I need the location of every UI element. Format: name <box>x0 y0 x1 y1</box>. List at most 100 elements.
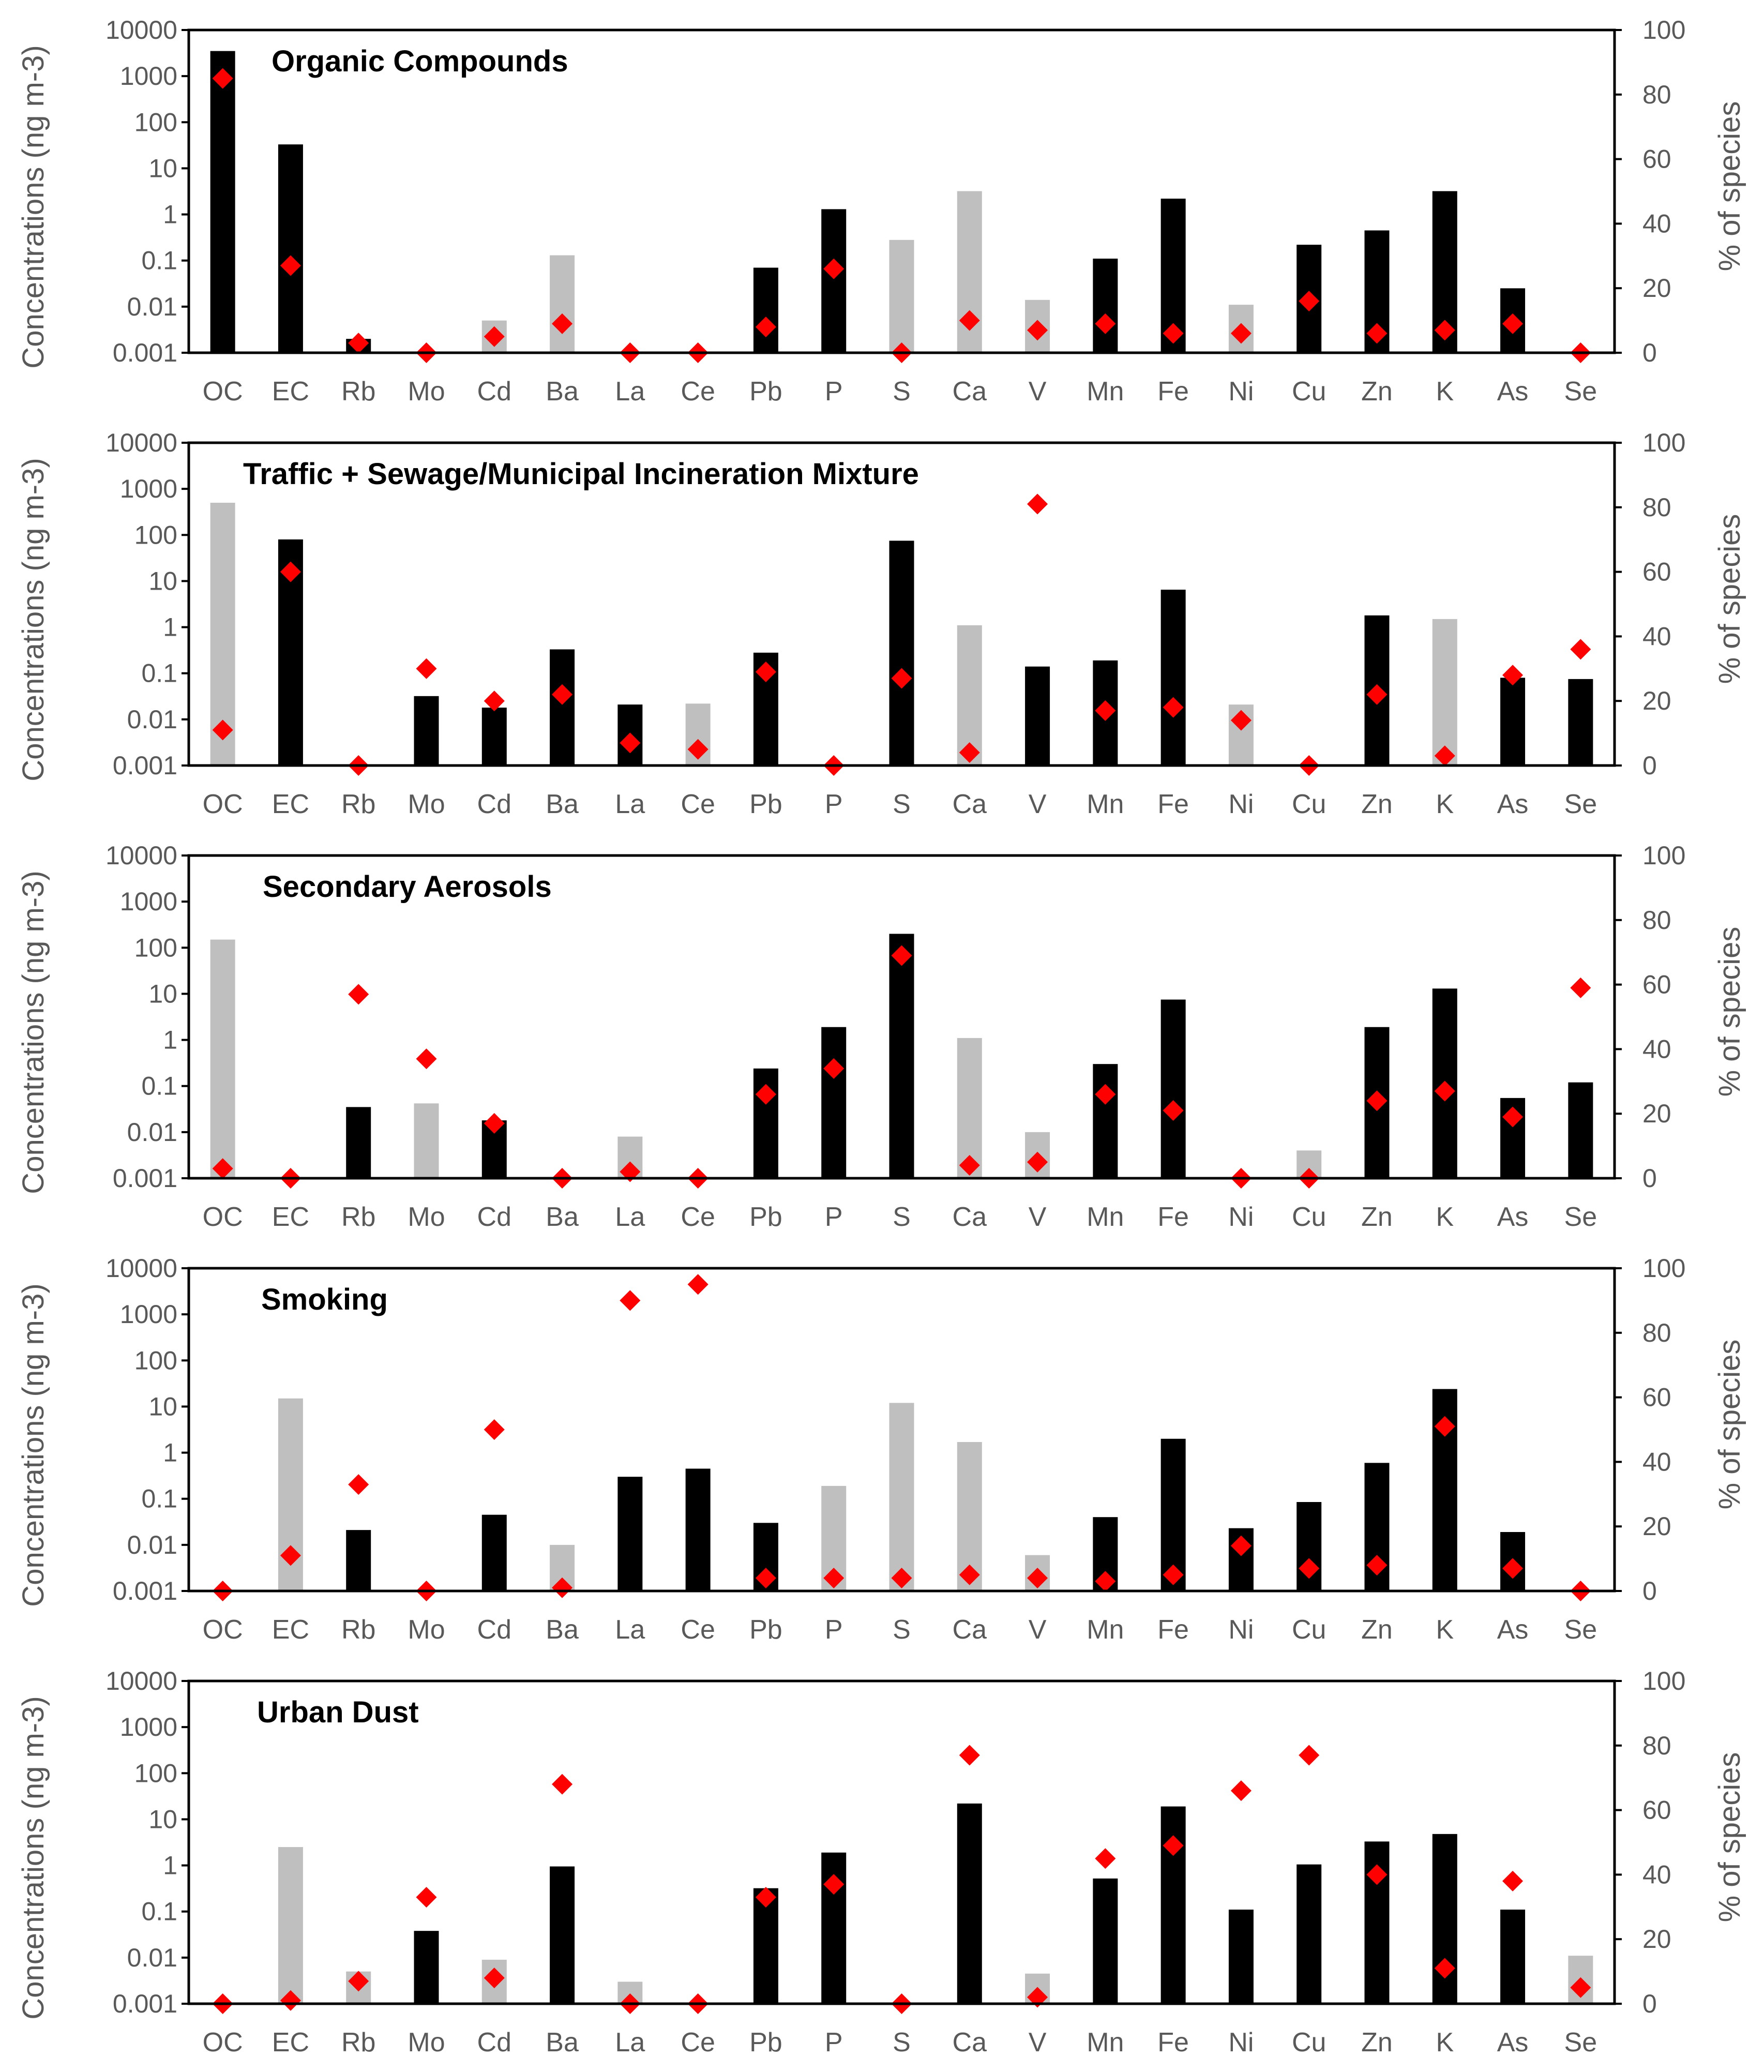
bar-mn <box>1093 1878 1118 2004</box>
category-label-ec: EC <box>272 1615 309 1645</box>
plot-frame <box>187 1679 1616 2005</box>
category-label-la: La <box>615 1202 645 1232</box>
marker-rb <box>348 984 369 1005</box>
plot-frame <box>187 854 1616 1180</box>
category-label-s: S <box>893 2028 911 2058</box>
marker-se <box>1570 977 1591 998</box>
marker-k <box>1434 745 1455 767</box>
bar-p <box>821 209 847 353</box>
left-tick-label: 0.1 <box>141 659 177 688</box>
category-label-s: S <box>893 377 911 407</box>
left-tick-label: 1000 <box>120 1713 177 1741</box>
bar-p <box>821 1027 847 1178</box>
category-label-ec: EC <box>272 1202 309 1232</box>
plot-frame <box>187 441 1616 767</box>
category-label-la: La <box>615 1615 645 1645</box>
category-label-fe: Fe <box>1157 1202 1189 1232</box>
right-tick-label: 40 <box>1642 1034 1671 1063</box>
category-label-oc: OC <box>203 1615 243 1645</box>
marker-fe <box>1163 1835 1184 1856</box>
category-label-cu: Cu <box>1292 789 1326 819</box>
marker-ec <box>280 255 301 276</box>
category-label-v: V <box>1029 789 1047 819</box>
marker-ni <box>1230 323 1252 344</box>
category-label-ca: Ca <box>953 1615 987 1645</box>
bar-k <box>1432 619 1457 765</box>
category-label-mn: Mn <box>1087 2028 1124 2058</box>
marker-se <box>1570 639 1591 660</box>
category-label-rb: Rb <box>341 789 375 819</box>
category-label-zn: Zn <box>1361 1615 1393 1645</box>
bar-ba <box>550 649 575 765</box>
bar-ec <box>278 1847 303 2004</box>
category-label-ni: Ni <box>1228 1202 1254 1232</box>
marker-mn <box>1095 700 1116 721</box>
category-label-zn: Zn <box>1361 377 1393 407</box>
marker-se <box>1570 1977 1591 1998</box>
category-label-pb: Pb <box>749 1202 782 1232</box>
panel-title: Smoking <box>261 1283 388 1316</box>
marker-p <box>823 1058 845 1079</box>
category-label-p: P <box>825 377 843 407</box>
marker-oc <box>212 719 233 741</box>
left-tick-label: 0.001 <box>113 751 177 780</box>
bar-la <box>617 1477 643 1591</box>
category-label-ni: Ni <box>1228 1615 1254 1645</box>
right-tick-label: 40 <box>1642 209 1671 238</box>
marker-p <box>823 258 845 279</box>
right-axis-label: % of species <box>1713 1752 1746 1923</box>
bar-ca <box>957 1803 982 2004</box>
marker-k <box>1434 1416 1455 1437</box>
left-tick-label: 0.1 <box>141 246 177 275</box>
marker-p <box>823 1874 845 1895</box>
marker-as <box>1502 665 1524 686</box>
category-label-mo: Mo <box>408 2028 445 2058</box>
category-label-fe: Fe <box>1157 1615 1189 1645</box>
right-tick-label: 60 <box>1642 145 1671 174</box>
category-label-cd: Cd <box>477 1615 511 1645</box>
panel-4: 0.001 0.01 0.1 1 10 100 1000 10000 0 20 40 60 80 100 O… <box>17 1254 1746 1645</box>
right-tick-label: 0 <box>1642 1989 1657 2018</box>
category-label-v: V <box>1029 1615 1047 1645</box>
bar-as <box>1500 1910 1526 2004</box>
category-label-ni: Ni <box>1228 789 1254 819</box>
marker-mn <box>1095 1848 1116 1869</box>
category-label-oc: OC <box>203 377 243 407</box>
left-tick-label: 0.1 <box>141 1897 177 1926</box>
left-tick-label: 10000 <box>105 1254 177 1283</box>
category-label-mo: Mo <box>408 377 445 407</box>
category-label-ba: Ba <box>546 377 579 407</box>
marker-v <box>1027 320 1048 341</box>
category-label-k: K <box>1436 1615 1454 1645</box>
category-label-as: As <box>1497 377 1529 407</box>
marker-ca <box>959 742 980 763</box>
category-label-as: As <box>1497 1202 1529 1232</box>
category-label-mn: Mn <box>1087 1202 1124 1232</box>
category-label-rb: Rb <box>341 2028 375 2058</box>
bar-ba <box>550 1866 575 2004</box>
bar-s <box>889 540 914 765</box>
marker-oc <box>212 68 233 89</box>
left-tick-label: 0.01 <box>127 1943 177 1972</box>
left-tick-label: 10000 <box>105 841 177 870</box>
left-tick-label: 100 <box>134 1346 177 1375</box>
category-label-oc: OC <box>203 2028 243 2058</box>
panel-title: Secondary Aerosols <box>263 870 552 904</box>
plot-frame <box>187 1267 1616 1593</box>
right-tick-label: 80 <box>1642 1318 1671 1347</box>
marker-ce <box>687 739 708 760</box>
bar-oc <box>210 939 235 1178</box>
panel-1: 0.001 0.01 0.1 1 10 100 1000 10000 0 20 40 60 80 100 O… <box>17 16 1746 407</box>
marker-pb <box>755 1084 776 1105</box>
category-label-cu: Cu <box>1292 1202 1326 1232</box>
right-tick-label: 100 <box>1642 841 1685 870</box>
left-tick-label: 0.001 <box>113 1576 177 1605</box>
marker-mo <box>416 1048 437 1070</box>
category-label-se: Se <box>1564 2028 1597 2058</box>
category-label-ec: EC <box>272 789 309 819</box>
marker-rb <box>348 1971 369 1992</box>
category-label-se: Se <box>1564 1615 1597 1645</box>
marker-ca <box>959 1745 980 1766</box>
left-axis-label: Concentrations (ng m-3) <box>17 1283 50 1606</box>
category-label-zn: Zn <box>1361 789 1393 819</box>
